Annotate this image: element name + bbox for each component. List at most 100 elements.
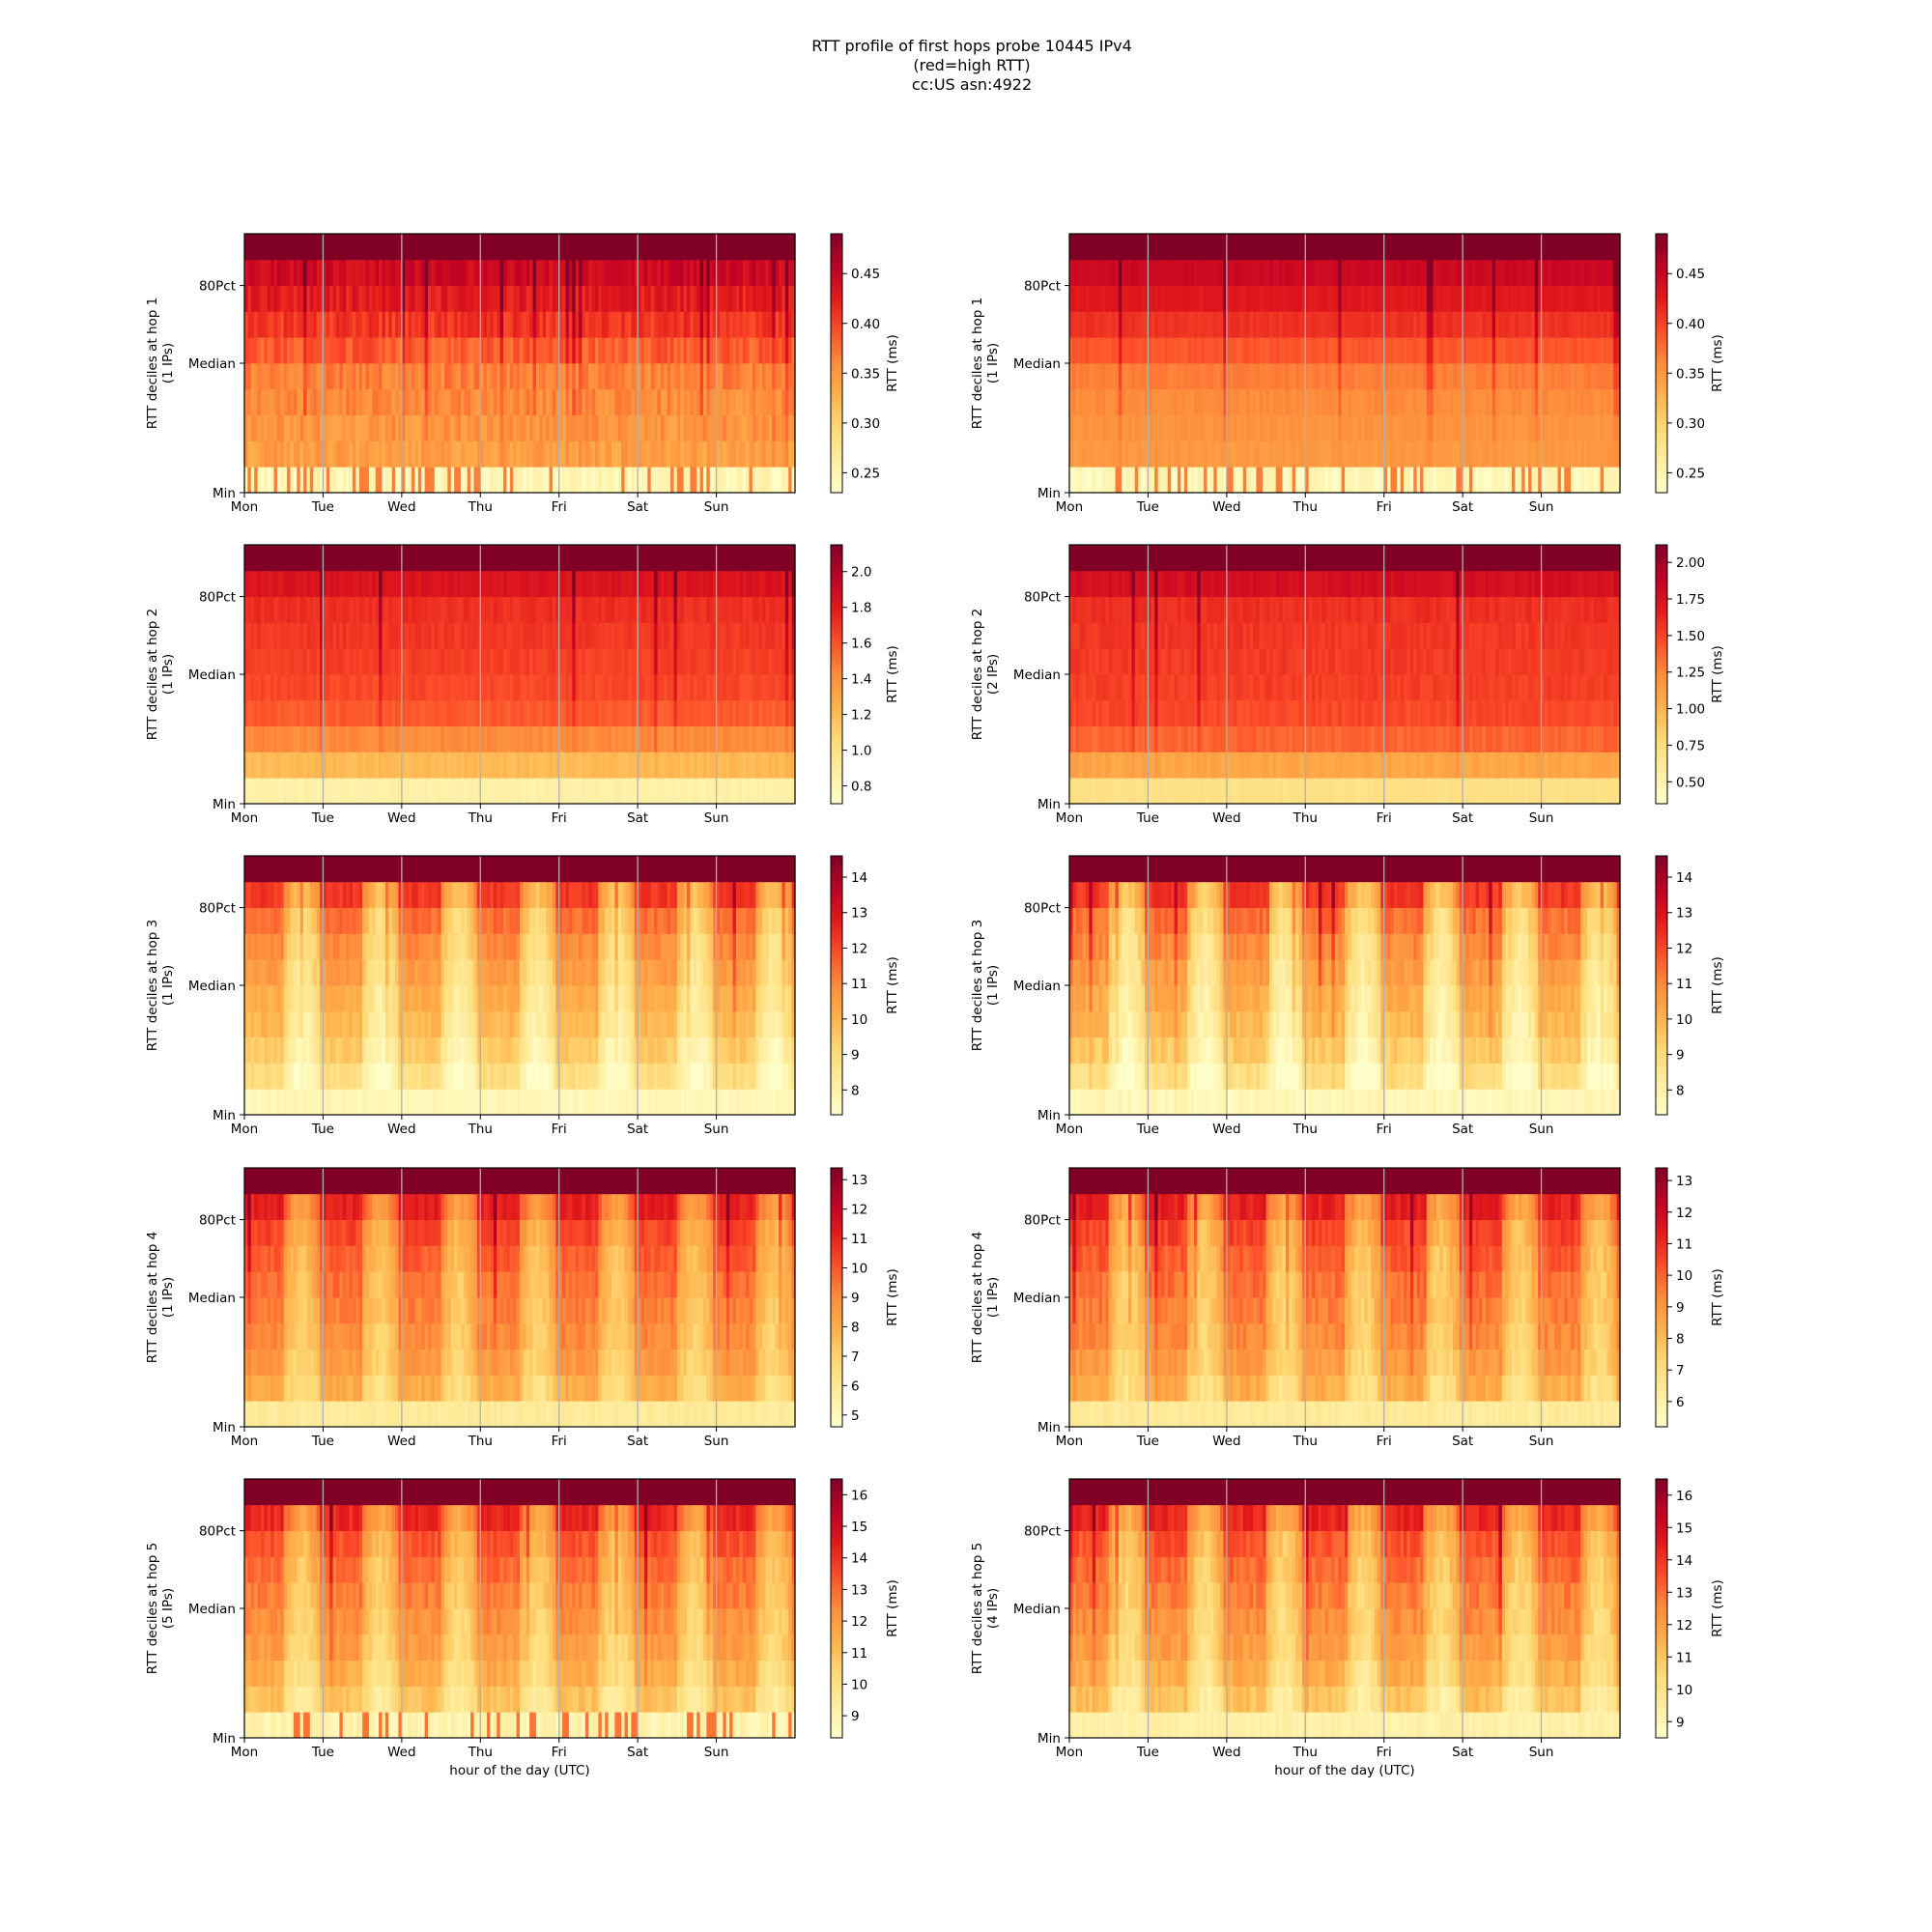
heatmap-cell	[401, 337, 406, 364]
heatmap-cell	[349, 337, 354, 364]
heatmap-cell	[582, 337, 586, 364]
heatmap-cell	[276, 440, 281, 468]
heatmap-cell	[434, 285, 439, 312]
heatmap-cell	[490, 570, 495, 597]
heatmap-cell	[1501, 337, 1506, 364]
heatmap-cell	[568, 414, 573, 441]
heatmap-cell	[1604, 363, 1608, 390]
heatmap-cell	[460, 388, 465, 415]
heatmap-cell	[1101, 440, 1106, 468]
heatmap-cell	[1538, 234, 1543, 261]
heatmap-cell	[1134, 363, 1139, 390]
heatmap-cell	[1292, 311, 1296, 338]
heatmap-cell	[1157, 311, 1162, 338]
heatmap-cell	[1338, 259, 1343, 286]
heatmap-cell	[568, 674, 573, 701]
heatmap-cell	[1446, 311, 1451, 338]
heatmap-cell	[1409, 363, 1414, 390]
heatmap-cell	[1554, 467, 1559, 494]
heatmap-cell	[1371, 467, 1376, 494]
heatmap-cell	[1167, 414, 1172, 441]
heatmap-cell	[1550, 467, 1555, 494]
heatmap-cell	[1541, 414, 1546, 441]
heatmap-cell	[1115, 440, 1120, 468]
heatmap-cell	[1216, 259, 1221, 286]
heatmap-cell	[1416, 363, 1421, 390]
heatmap-cell	[546, 752, 551, 779]
heatmap-cell	[542, 285, 547, 312]
heatmap-cell	[1145, 285, 1150, 312]
heatmap-cell	[1597, 467, 1602, 494]
heatmap-cell	[1193, 363, 1198, 390]
heatmap-cell	[424, 414, 429, 441]
heatmap-cell	[614, 725, 619, 753]
heatmap-cell	[1541, 363, 1546, 390]
heatmap-cell	[280, 388, 285, 415]
heatmap-cell	[542, 337, 547, 364]
heatmap-cell	[1423, 467, 1428, 494]
heatmap-cell	[746, 311, 751, 338]
heatmap-cell	[1085, 467, 1090, 494]
heatmap-cell	[362, 622, 367, 649]
heatmap-cell	[372, 363, 377, 390]
heatmap-cell	[1472, 467, 1477, 494]
heatmap-cell	[1279, 234, 1284, 261]
heatmap-cell	[660, 414, 665, 441]
heatmap-cell	[244, 337, 248, 364]
heatmap-cell	[725, 337, 730, 364]
heatmap-cell	[650, 596, 655, 623]
heatmap-cell	[1082, 467, 1087, 494]
heatmap-cell	[1122, 388, 1126, 415]
heatmap-cell	[703, 440, 707, 468]
heatmap-cell	[1360, 337, 1365, 364]
heatmap-cell	[1489, 259, 1493, 286]
heatmap-cell	[758, 467, 763, 494]
heatmap-cell	[1289, 285, 1293, 312]
heatmap-cell	[1122, 363, 1126, 390]
heatmap-cell	[1397, 388, 1402, 415]
heatmap-cell	[555, 259, 560, 286]
heatmap-cell	[558, 414, 563, 441]
heatmap-cell	[1350, 440, 1355, 468]
heatmap-cell	[676, 337, 681, 364]
heatmap-cell	[670, 440, 675, 468]
heatmap-cell	[1616, 259, 1621, 286]
heatmap-cell	[454, 467, 459, 494]
heatmap-cell	[1357, 388, 1362, 415]
heatmap-cell	[1308, 414, 1313, 441]
heatmap-cell	[729, 699, 734, 726]
heatmap-cell	[716, 234, 721, 261]
heatmap-cell	[673, 725, 678, 753]
heatmap-cell	[375, 440, 380, 468]
heatmap-cell	[1124, 440, 1129, 468]
heatmap-cell	[643, 259, 648, 286]
heatmap-cell	[1383, 311, 1388, 338]
heatmap-cell	[247, 570, 252, 597]
heatmap-cell	[725, 259, 730, 286]
heatmap-cell	[1207, 388, 1211, 415]
heatmap-cell	[1092, 414, 1096, 441]
heatmap-cell	[657, 311, 662, 338]
heatmap-cell	[1413, 440, 1418, 468]
heatmap-cell	[1220, 440, 1225, 468]
heatmap-cell	[1072, 440, 1077, 468]
heatmap-cell	[1456, 337, 1461, 364]
heatmap-cell	[1131, 388, 1136, 415]
heatmap-cell	[1233, 363, 1237, 390]
heatmap-cell	[1190, 440, 1195, 468]
heatmap-cell	[375, 596, 380, 623]
heatmap-cell	[1554, 311, 1559, 338]
heatmap-cell	[631, 337, 636, 364]
heatmap-cell	[1108, 388, 1113, 415]
heatmap-cell	[742, 467, 747, 494]
heatmap-cell	[1423, 388, 1428, 415]
heatmap-cell	[539, 363, 544, 390]
heatmap-cell	[260, 259, 265, 286]
heatmap-cell	[1098, 259, 1103, 286]
heatmap-cell	[608, 285, 612, 312]
heatmap-cell	[1512, 337, 1517, 364]
heatmap-cell	[575, 363, 580, 390]
heatmap-cell	[320, 259, 325, 286]
heatmap-cell	[667, 259, 671, 286]
heatmap-cell	[1265, 337, 1270, 364]
